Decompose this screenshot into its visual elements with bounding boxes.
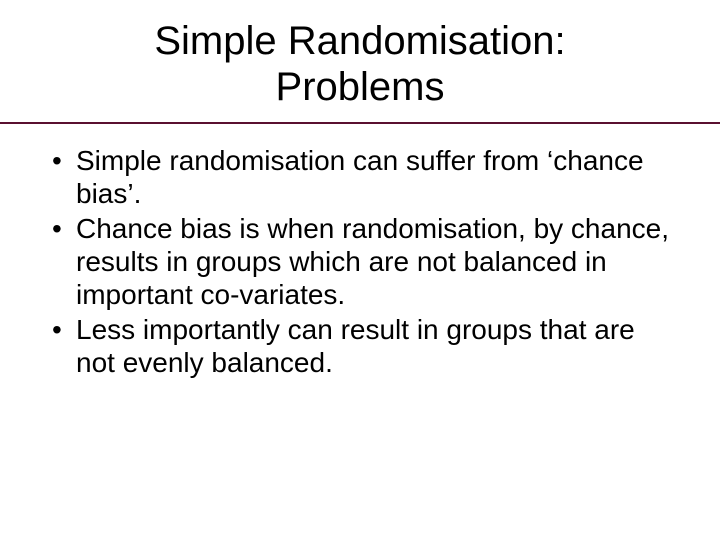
slide-title: Simple Randomisation: Problems <box>40 18 680 110</box>
content-area: Simple randomisation can suffer from ‘ch… <box>0 124 720 379</box>
title-area: Simple Randomisation: Problems <box>0 0 720 118</box>
slide-container: Simple Randomisation: Problems Simple ra… <box>0 0 720 540</box>
title-line-1: Simple Randomisation: <box>154 19 565 63</box>
list-item: Simple randomisation can suffer from ‘ch… <box>48 144 672 210</box>
list-item: Less importantly can result in groups th… <box>48 313 672 379</box>
bullet-list: Simple randomisation can suffer from ‘ch… <box>48 144 672 379</box>
list-item: Chance bias is when randomisation, by ch… <box>48 212 672 311</box>
title-line-2: Problems <box>276 65 445 109</box>
